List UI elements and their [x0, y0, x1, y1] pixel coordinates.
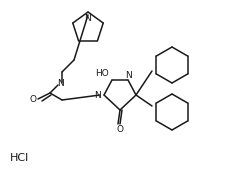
Text: N: N — [94, 90, 101, 100]
Text: N: N — [57, 79, 64, 88]
Text: O: O — [116, 125, 123, 135]
Text: HO: HO — [95, 69, 108, 79]
Text: HCl: HCl — [10, 153, 29, 163]
Text: N: N — [125, 72, 132, 80]
Text: N: N — [84, 14, 91, 23]
Text: O: O — [29, 96, 36, 104]
